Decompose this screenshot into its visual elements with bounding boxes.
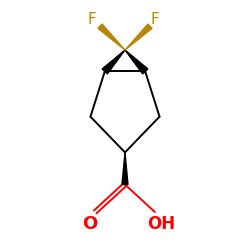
Polygon shape — [125, 24, 152, 50]
Text: OH: OH — [147, 215, 175, 233]
Polygon shape — [98, 24, 125, 50]
Polygon shape — [102, 50, 125, 74]
Text: O: O — [82, 215, 97, 233]
Polygon shape — [122, 152, 128, 184]
Text: F: F — [87, 12, 96, 26]
Polygon shape — [125, 50, 148, 74]
Text: F: F — [150, 12, 159, 26]
